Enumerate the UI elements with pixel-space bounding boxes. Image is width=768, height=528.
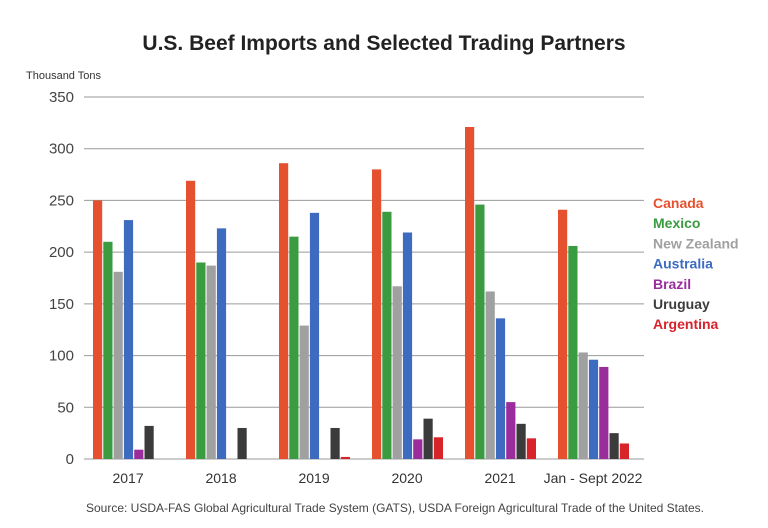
x-category-label: 2019 — [298, 470, 329, 486]
bar-australia-2021 — [495, 318, 506, 459]
bar-australia-2020 — [402, 232, 413, 459]
bar-mexico-2021 — [475, 204, 485, 459]
legend-item-argentina: Argentina — [653, 316, 719, 332]
legend-item-uruguay: Uruguay — [653, 296, 710, 312]
bar-uruguay-jan---sept-2022 — [609, 433, 619, 459]
bar-canada-2021 — [465, 126, 475, 459]
bar-uruguay-2017 — [144, 425, 154, 459]
bar-mexico-jan---sept-2022 — [568, 245, 578, 459]
x-category-label: 2018 — [205, 470, 236, 486]
bar-argentina-2021 — [526, 438, 536, 459]
x-category-label: Jan - Sept 2022 — [544, 470, 643, 486]
bar-australia-2019 — [309, 212, 320, 459]
bar-new-zealand-jan---sept-2022 — [578, 352, 588, 459]
bars — [93, 126, 629, 460]
bar-new-zealand-2019 — [299, 325, 309, 459]
bar-brazil-2020 — [413, 439, 423, 459]
legend: Canada Mexico New Zealand Australia Brazil Ur… — [653, 195, 739, 332]
chart-title: U.S. Beef Imports and Selected Trading P… — [142, 32, 625, 55]
bar-canada-2020 — [372, 169, 382, 459]
y-axis-ticks: 0 50 100 150 200 250 300 350 — [49, 89, 74, 468]
y-tick-label: 250 — [49, 192, 74, 209]
gridlines — [84, 96, 644, 460]
legend-item-mexico: Mexico — [653, 215, 700, 231]
bar-new-zealand-2021 — [485, 291, 495, 459]
bar-mexico-2019 — [289, 236, 299, 459]
bar-new-zealand-2020 — [392, 286, 402, 459]
bar-uruguay-2019 — [330, 427, 340, 459]
bar-mexico-2018 — [196, 262, 206, 459]
bar-canada-2017 — [93, 200, 103, 459]
bar-brazil-2021 — [506, 402, 516, 459]
y-tick-label: 200 — [49, 244, 74, 261]
legend-item-canada: Canada — [653, 195, 704, 211]
bar-brazil-2017 — [134, 449, 144, 459]
bar-brazil-jan---sept-2022 — [599, 366, 609, 459]
y-tick-label: 100 — [49, 348, 74, 365]
bar-argentina-2020 — [433, 437, 443, 459]
x-category-label: 2017 — [112, 470, 143, 486]
y-tick-label: 350 — [49, 89, 74, 106]
y-tick-label: 0 — [66, 451, 74, 468]
x-category-label: 2021 — [484, 470, 515, 486]
y-axis-label: Thousand Tons — [26, 70, 102, 82]
bar-australia-2018 — [216, 228, 227, 459]
bar-new-zealand-2017 — [113, 271, 123, 459]
source-note: Source: USDA-FAS Global Agricultural Tra… — [86, 501, 704, 515]
bar-mexico-2017 — [103, 241, 113, 459]
bar-australia-jan---sept-2022 — [588, 359, 599, 459]
bar-argentina-2019 — [340, 456, 350, 459]
bar-mexico-2020 — [382, 211, 392, 459]
y-tick-label: 150 — [49, 296, 74, 313]
legend-item-brazil: Brazil — [653, 276, 691, 292]
bar-canada-2019 — [279, 163, 289, 460]
bar-new-zealand-2018 — [206, 265, 216, 459]
bar-canada-2018 — [186, 180, 196, 459]
y-tick-label: 300 — [49, 141, 74, 158]
bar-uruguay-2020 — [423, 418, 433, 459]
legend-item-australia: Australia — [653, 256, 713, 272]
bar-argentina-jan---sept-2022 — [619, 443, 629, 459]
bar-uruguay-2021 — [516, 423, 526, 459]
y-tick-label: 50 — [57, 399, 74, 416]
x-category-label: 2020 — [391, 470, 422, 486]
legend-item-new-zealand: New Zealand — [653, 235, 739, 251]
x-axis-categories: 2017 2018 2019 2020 2021 Jan - Sept 2022 — [112, 470, 642, 486]
bar-uruguay-2018 — [237, 427, 247, 459]
bar-australia-2017 — [123, 220, 134, 459]
bar-canada-jan---sept-2022 — [558, 209, 568, 459]
